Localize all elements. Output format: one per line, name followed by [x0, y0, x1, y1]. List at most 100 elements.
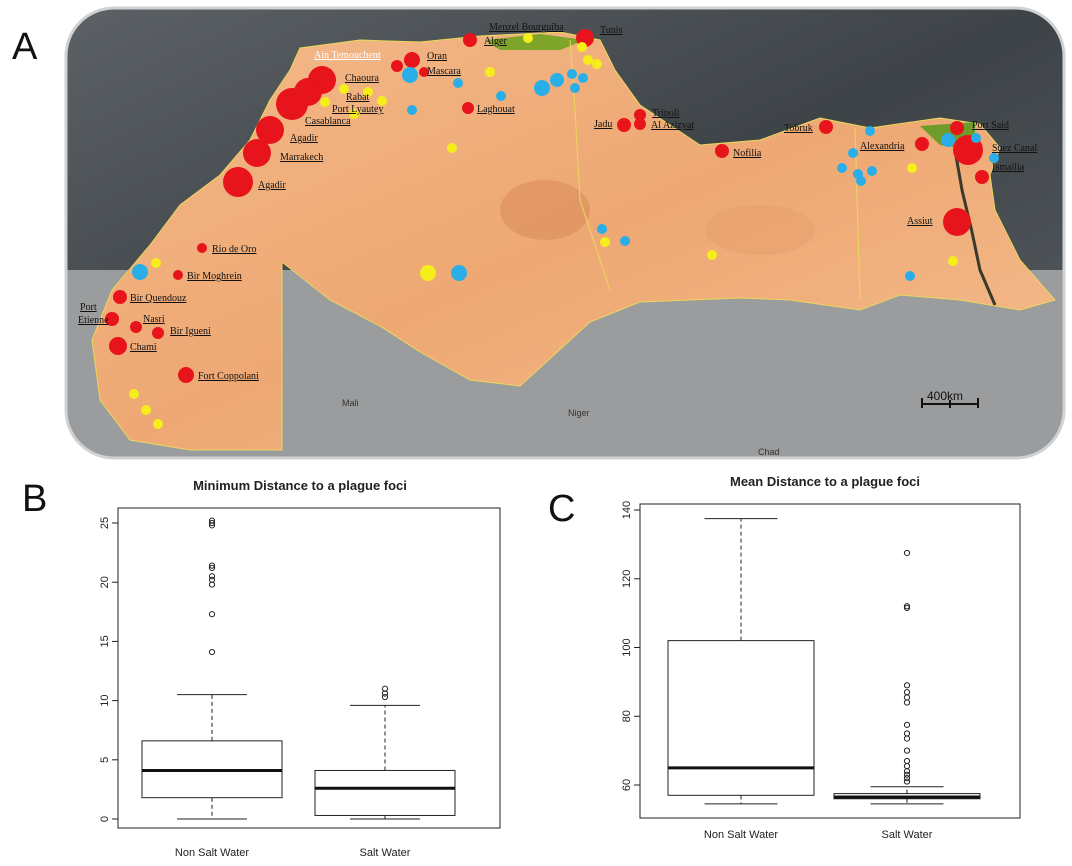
- site-marker-red: [634, 118, 646, 130]
- place-label: Fort Coppolani: [198, 371, 259, 382]
- chart-title: Minimum Distance to a plague foci: [193, 478, 407, 493]
- site-marker-yellow: [339, 84, 349, 94]
- y-tick-label: 15: [99, 635, 111, 647]
- map-svg: Mali Niger Chad Menzel Bourguiba Tunis Alg…: [64, 6, 1066, 460]
- site-marker-blue: [837, 163, 847, 173]
- place-label: Al Azizyat: [651, 120, 694, 131]
- outlier-point: [903, 682, 911, 689]
- place-label: Bir Quendouz: [130, 293, 187, 304]
- dune-area: [500, 180, 590, 240]
- place-label: Port Etienne: [78, 302, 109, 326]
- site-marker-blue: [971, 133, 981, 143]
- site-marker-blue: [867, 166, 877, 176]
- y-tick-label: 10: [99, 694, 111, 706]
- map-frame: [64, 6, 1066, 460]
- site-marker-yellow: [377, 96, 387, 106]
- place-label: Nofilia: [733, 148, 762, 159]
- chart-mean-distance: Mean Distance to a plague foci Non Salt …: [520, 470, 1072, 861]
- site-marker-blue: [620, 236, 630, 246]
- outlier-point: [903, 747, 911, 754]
- site-marker-red: [419, 67, 429, 77]
- y-tick-label: 20: [99, 576, 111, 588]
- outlier-point: [208, 562, 216, 569]
- box-salt-water: [314, 685, 456, 820]
- site-marker-blue: [451, 265, 467, 281]
- site-marker-blue: [550, 73, 564, 87]
- site-marker-red: [152, 327, 164, 339]
- scale-label: 400km: [927, 389, 963, 403]
- y-tick-label: 25: [99, 517, 111, 529]
- outlier-point: [208, 517, 216, 524]
- site-marker-yellow: [592, 59, 602, 69]
- place-label: Ain Temouchent: [314, 50, 381, 61]
- site-marker-red: [173, 270, 183, 280]
- site-marker-yellow: [523, 33, 533, 43]
- site-marker-blue: [865, 126, 875, 136]
- outlier-point: [903, 771, 911, 778]
- site-marker-red: [109, 337, 127, 355]
- iqr-box: [667, 640, 815, 796]
- site-marker-yellow: [153, 419, 163, 429]
- y-tick-label: 0: [99, 816, 111, 822]
- place-label: Alger: [484, 36, 507, 47]
- outlier-point: [208, 648, 216, 656]
- site-marker-red: [113, 290, 127, 304]
- place-label: Tunis: [600, 25, 623, 36]
- place-label: Bir Moghrein: [187, 271, 242, 282]
- site-marker-red: [463, 33, 477, 47]
- site-marker-yellow: [141, 405, 151, 415]
- panel-label-b: B: [22, 478, 48, 520]
- place-label: Agadir: [290, 133, 318, 144]
- outlier-point: [381, 685, 389, 692]
- place-label: Tobruk: [784, 123, 813, 134]
- site-marker-red: [197, 243, 207, 253]
- site-marker-yellow: [447, 143, 457, 153]
- site-marker-red: [462, 102, 474, 114]
- outlier-point: [381, 693, 389, 701]
- site-marker-yellow: [583, 55, 593, 65]
- place-label: Chami: [130, 342, 157, 353]
- category-label: Salt Water: [882, 829, 933, 841]
- outlier-point: [903, 603, 911, 610]
- outlier-point: [903, 778, 911, 785]
- north-africa-map: Mali Niger Chad Menzel Bourguiba Tunis Alg…: [64, 6, 1066, 460]
- panel-label-c: C: [548, 488, 576, 530]
- site-marker-yellow: [485, 67, 495, 77]
- outlier-point: [903, 689, 911, 696]
- site-marker-blue: [989, 153, 999, 163]
- site-marker-red: [223, 167, 253, 197]
- site-marker-red: [256, 116, 284, 144]
- outlier-point: [903, 604, 911, 612]
- place-label: Nasri: [143, 314, 165, 325]
- site-marker-yellow: [320, 97, 330, 107]
- site-marker-red: [276, 88, 308, 120]
- chart-minimum-distance: Minimum Distance to a plague foci Non Sa…: [0, 470, 520, 861]
- y-tick-label: 80: [621, 710, 633, 722]
- site-marker-yellow: [577, 42, 587, 52]
- green-coast: [485, 34, 585, 50]
- site-marker-yellow: [907, 163, 917, 173]
- y-tick-label: 60: [621, 779, 633, 791]
- site-marker-red: [943, 208, 971, 236]
- country-label-faint: Mali: [342, 398, 359, 408]
- place-label: Mascara: [427, 66, 461, 77]
- outlier-point: [903, 757, 911, 765]
- place-label: Port Said: [972, 120, 1009, 131]
- site-marker-blue: [570, 83, 580, 93]
- outlier-point: [903, 775, 911, 782]
- y-tick-label: 100: [621, 638, 633, 656]
- outlier-point: [903, 735, 911, 742]
- site-marker-red: [819, 120, 833, 134]
- box-non-salt-water: [667, 518, 815, 805]
- place-label: Bir Igueni: [170, 326, 211, 337]
- site-marker-red: [915, 137, 929, 151]
- land-mass: [91, 31, 1056, 451]
- y-tick-label: 140: [621, 501, 633, 519]
- outlier-point: [208, 519, 216, 527]
- scale-bar: 400km: [921, 389, 979, 408]
- chart-c-svg: Mean Distance to a plague foci Non Salt …: [621, 474, 1021, 841]
- site-marker-red: [617, 118, 631, 132]
- site-marker-yellow: [600, 237, 610, 247]
- place-label: Chaoura: [345, 73, 379, 84]
- outlier-point: [903, 762, 911, 770]
